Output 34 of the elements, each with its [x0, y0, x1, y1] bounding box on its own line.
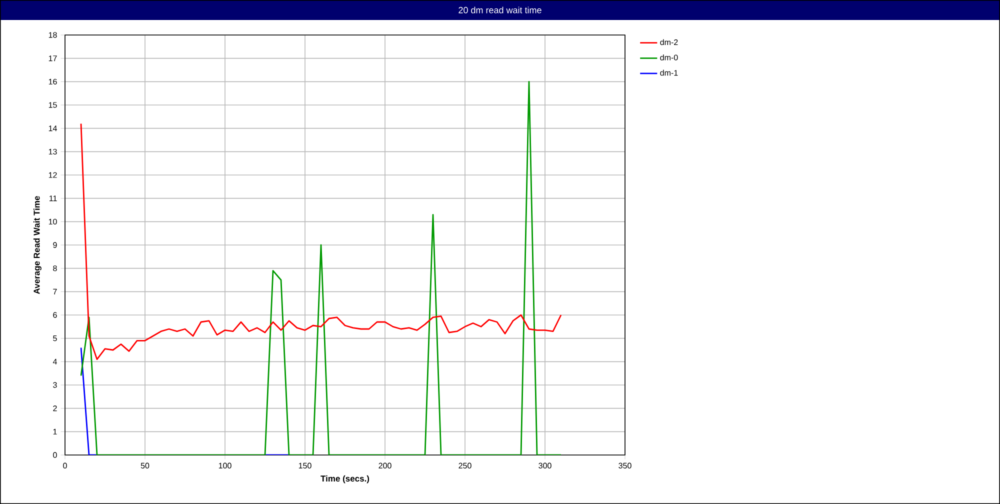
y-tick-label: 0	[53, 452, 57, 458]
legend-label: dm-1	[660, 70, 678, 76]
y-tick-label: 9	[53, 242, 57, 248]
y-tick-label: 4	[52, 358, 57, 364]
y-tick-label: 1	[53, 428, 57, 434]
y-tick-label: 12	[48, 172, 57, 178]
x-tick-label: 300	[538, 462, 552, 468]
x-tick-label: 0	[63, 462, 67, 468]
y-tick-label: 15	[48, 102, 57, 108]
x-tick-label: 100	[218, 462, 232, 468]
x-tick-label: 50	[140, 462, 150, 468]
y-tick-label: 5	[53, 336, 57, 342]
x-tick-label: 350	[618, 462, 632, 468]
line-series	[80, 122, 562, 360]
x-axis-title: Time (secs.)	[320, 475, 370, 484]
x-tick-label: 150	[298, 462, 312, 468]
y-tick-label: 10	[48, 218, 57, 224]
y-tick-label: 7	[53, 288, 57, 294]
y-tick-label: 11	[50, 196, 57, 202]
legend-label: dm-0	[660, 54, 678, 60]
y-tick-label: 3	[53, 382, 57, 388]
legend-label: dm-2	[660, 39, 678, 46]
y-tick-label: 18	[48, 32, 57, 38]
y-tick-label: 13	[48, 148, 57, 154]
y-axis-title: Average Read Wait Time	[33, 196, 42, 294]
y-tick-label: 16	[48, 78, 57, 84]
x-tick-label: 200	[378, 462, 392, 468]
chart-title: 20 dm read wait time	[458, 6, 542, 14]
x-tick-label: 250	[458, 462, 472, 468]
y-tick-label: 6	[53, 312, 57, 318]
y-tick-label: 17	[48, 56, 57, 62]
y-tick-label: 14	[48, 126, 57, 132]
y-tick-label: 8	[53, 266, 57, 272]
y-tick-label: 2	[53, 406, 57, 412]
